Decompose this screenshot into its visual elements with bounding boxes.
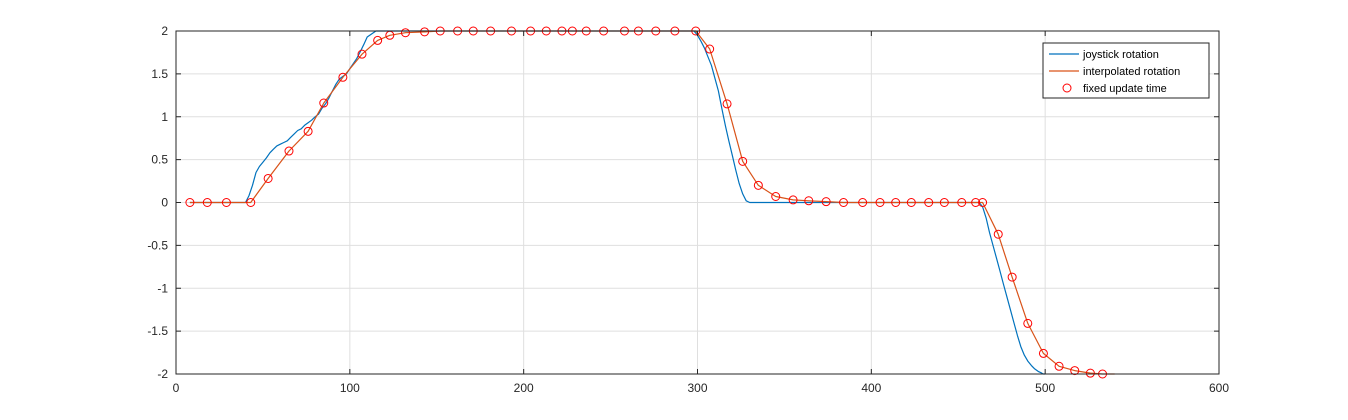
data-point-marker [185, 198, 195, 207]
data-point-marker [1023, 318, 1033, 328]
data-point-marker [875, 198, 885, 207]
data-point-marker [1038, 348, 1048, 358]
data-point-marker [705, 44, 715, 54]
data-point-marker [804, 196, 814, 206]
data-point-marker [357, 49, 367, 59]
y-tick-label: -1 [157, 281, 168, 295]
y-tick-label: -1.5 [147, 324, 168, 338]
legend-label: joystick rotation [1082, 49, 1159, 61]
y-tick-label: 0 [161, 196, 168, 210]
data-point-marker [284, 146, 294, 156]
data-point-marker [1054, 361, 1064, 371]
data-point-marker [246, 198, 256, 207]
y-tick-label: 1.5 [151, 67, 168, 81]
x-tick-label: 300 [687, 381, 707, 395]
x-tick-label: 100 [340, 381, 360, 395]
y-tick-label: -0.5 [147, 238, 168, 252]
x-tick-label: 400 [861, 381, 881, 395]
x-tick-label: 200 [514, 381, 534, 395]
y-tick-label: 1 [161, 110, 168, 124]
data-point-marker [924, 198, 934, 207]
data-point-marker [303, 126, 313, 136]
data-point-marker [788, 195, 798, 205]
y-tick-label: -2 [157, 367, 168, 381]
data-point-marker [771, 191, 781, 201]
data-point-marker [1070, 366, 1080, 376]
x-tick-label: 0 [173, 381, 180, 395]
data-point-marker [993, 229, 1003, 239]
y-tick-label: 2 [161, 24, 168, 38]
data-point-marker [939, 198, 949, 207]
x-tick-label: 600 [1209, 381, 1229, 395]
data-point-marker [263, 173, 273, 183]
data-point-marker [221, 198, 231, 207]
data-point-marker [373, 35, 383, 45]
y-tick-label: 0.5 [151, 153, 168, 167]
data-point-marker [738, 156, 748, 166]
data-point-marker [1007, 272, 1017, 282]
data-point-marker [400, 28, 410, 38]
data-point-marker [338, 72, 348, 82]
x-tick-label: 500 [1035, 381, 1055, 395]
data-point-marker [891, 198, 901, 207]
data-point-marker [420, 27, 430, 37]
data-point-marker [978, 198, 988, 207]
data-point-marker [319, 98, 329, 108]
data-point-marker [1085, 368, 1095, 378]
data-point-marker [906, 198, 916, 207]
data-point-marker [957, 198, 967, 207]
legend-label: interpolated rotation [1083, 66, 1180, 78]
data-point-marker [202, 198, 212, 207]
data-point-marker [971, 198, 981, 207]
data-point-marker [839, 198, 849, 207]
legend-marker-swatch [1062, 83, 1072, 93]
data-point-marker [722, 99, 732, 109]
data-point-marker [753, 180, 763, 190]
data-point-marker [858, 198, 868, 207]
data-point-marker [821, 197, 831, 207]
legend: joystick rotation interpolated rotation fi… [1042, 42, 1210, 99]
legend-label: fixed update time [1083, 83, 1167, 95]
axis-ticks: 0 100 200 300 400 500 600 2 1.5 1 0.5 0 -0.5 -1 -1.5 -2 [147, 24, 1229, 395]
